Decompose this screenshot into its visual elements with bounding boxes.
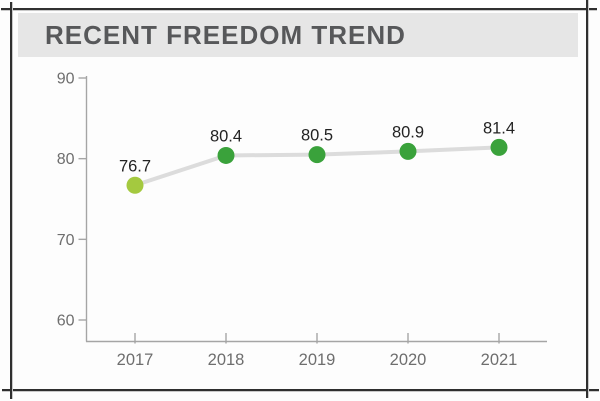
data-label-2021: 81.4 [483, 119, 515, 137]
y-tick-label: 80 [57, 151, 75, 168]
data-label-2017: 76.7 [119, 157, 151, 175]
data-point-2021 [490, 138, 508, 156]
x-tick-label-2018: 2018 [208, 351, 245, 369]
frame-border-right [586, 0, 588, 398]
data-point-2017 [126, 176, 144, 194]
y-tick-label: 70 [57, 232, 75, 249]
data-label-2019: 80.5 [301, 127, 333, 145]
data-point-2019 [308, 146, 326, 164]
data-point-2018 [217, 146, 235, 164]
y-tick-label: 60 [57, 313, 75, 330]
data-label-2018: 80.4 [210, 127, 242, 145]
chart-header: RECENT FREEDOM TREND [18, 13, 578, 57]
x-tick-label-2020: 2020 [390, 351, 427, 369]
frame-border-top [1, 8, 597, 10]
x-tick-label-2017: 2017 [117, 351, 154, 369]
data-label-2020: 80.9 [392, 123, 424, 141]
data-point-2020 [399, 142, 417, 160]
x-tick-label-2019: 2019 [299, 351, 336, 369]
y-tick-label: 90 [57, 71, 75, 88]
frame-border-left [10, 2, 12, 399]
chart-title: RECENT FREEDOM TREND [45, 19, 406, 50]
x-tick-label-2021: 2021 [481, 351, 518, 369]
frame-border-bottom [2, 389, 599, 391]
